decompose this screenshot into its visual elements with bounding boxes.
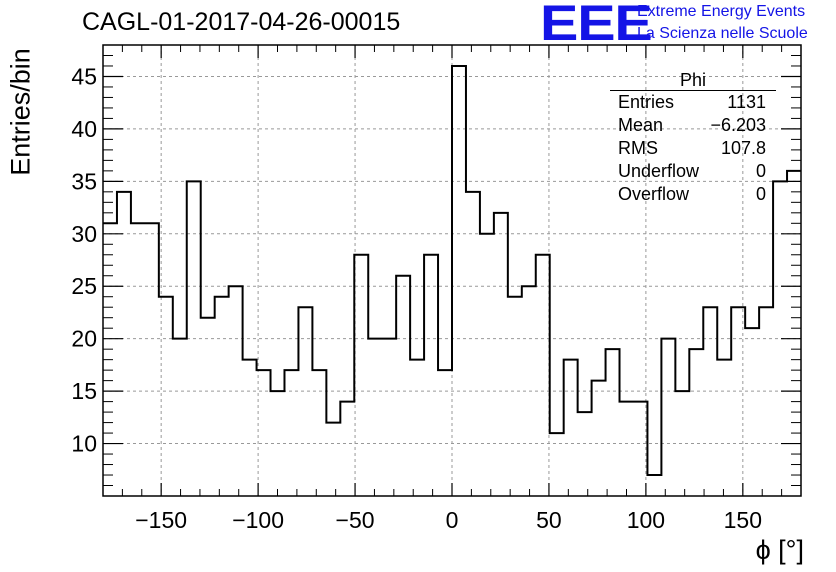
histogram-bin [173,339,187,496]
histogram-bin [312,370,326,496]
chart-title: CAGL-01-2017-04-26-00015 [82,8,401,36]
histogram-bin [438,370,452,496]
stats-value: 107.8 [720,138,766,158]
histogram-bin [201,318,215,496]
stats-row-entries: Entries 1131 [610,91,776,114]
histogram-bin [536,255,550,496]
histogram-bin [103,223,117,496]
histogram-bin [271,391,285,496]
histogram-bin [396,276,410,496]
histogram-bin [257,370,271,496]
histogram-bin [159,297,173,496]
y-tick-label: 40 [71,116,97,142]
histogram-bin [703,307,717,496]
histogram-bin [689,349,703,496]
histogram-bin [717,360,731,496]
x-tick-label: −50 [336,507,375,533]
x-tick-label: −150 [135,507,187,533]
histogram-bin [745,328,759,496]
y-tick-label: 15 [71,378,97,404]
histogram-bin [424,255,438,496]
y-axis-label: Entries/bin [5,48,36,176]
stats-value: −6.203 [710,115,766,135]
y-tick-label: 20 [71,326,97,352]
x-axis-label: ϕ [°] [755,535,804,565]
axis-ticks [102,45,802,496]
y-tick-label: 35 [71,168,97,194]
stats-name: Phi [610,70,776,91]
stats-label: RMS [618,138,658,158]
stats-row-mean: Mean −6.203 [610,114,776,137]
histogram-bin [494,213,508,496]
histogram-bin [452,66,466,496]
histogram-bin [187,181,201,496]
histogram-bin [731,307,745,496]
histogram-bin [131,223,145,496]
stats-row-underflow: Underflow 0 [610,160,776,183]
histogram-bin [508,297,522,496]
stats-value: 0 [755,184,766,204]
histogram-bin [284,370,298,496]
logo-line-1: Extreme Energy Events [637,3,806,20]
stats-label: Entries [618,92,675,112]
tick-labels: −150 −100 −50 0 50 100 150 10 15 20 25 30 35 40 45 [71,63,762,533]
stats-box: Phi Entries 1131 Mean −6.203 RMS 107.8 U… [610,70,776,206]
histogram-bin [466,192,480,496]
histogram-bin [229,286,243,496]
histogram-bin [354,255,368,496]
histogram-bin [647,475,661,496]
histogram-bin [759,307,773,496]
histogram-bin [145,223,159,496]
x-tick-label: −100 [232,507,284,533]
histogram-bin [773,181,787,496]
logo-line-2: La Scienza nelle Scuole [637,25,808,42]
stats-label: Underflow [618,161,700,181]
histogram-bin [592,381,606,496]
histogram-bin [564,360,578,496]
histogram-bin [522,286,536,496]
histogram-bin [382,339,396,496]
histogram-bin [410,360,424,496]
stats-value: 0 [755,161,766,181]
stats-label: Mean [618,115,664,135]
x-tick-label: 100 [627,507,665,533]
stats-row-overflow: Overflow 0 [610,183,776,206]
y-tick-label: 45 [71,63,97,89]
histogram-bin [480,234,494,496]
x-tick-label: 50 [536,507,562,533]
histogram-bin [606,349,620,496]
histogram-bin [550,433,564,496]
histogram-bin [117,192,131,496]
histogram-bin [787,171,801,496]
histogram-bin [326,423,340,496]
histogram-bin [633,402,647,496]
histogram-bin [243,360,257,496]
histogram-outline [103,64,801,477]
eee-logo: EEE [540,0,653,51]
histogram-bin [340,402,354,496]
stats-row-rms: RMS 107.8 [610,137,776,160]
y-tick-label: 10 [71,431,97,457]
stats-label: Overflow [618,184,690,204]
x-tick-label: 0 [446,507,459,533]
histogram-bin [675,391,689,496]
histogram-bin [661,339,675,496]
y-tick-label: 30 [71,221,97,247]
histogram-bin [215,297,229,496]
histogram-bin [620,402,634,496]
histogram-bin [578,412,592,496]
stats-value: 1131 [727,92,766,112]
x-tick-label: 150 [724,507,762,533]
histogram-bin [368,339,382,496]
y-tick-label: 25 [71,273,97,299]
histogram-bin [298,307,312,496]
